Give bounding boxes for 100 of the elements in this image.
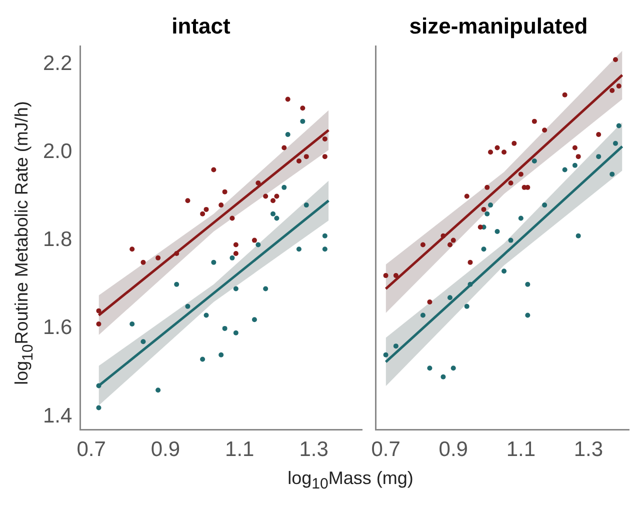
point: [130, 246, 135, 252]
point: [96, 405, 102, 410]
point: [174, 282, 180, 287]
point: [274, 194, 280, 199]
point: [233, 330, 238, 336]
point: [481, 206, 486, 212]
point: [464, 194, 470, 199]
point: [383, 352, 388, 358]
point: [518, 172, 524, 177]
x-tick-label: 0.7: [371, 438, 400, 462]
point: [263, 286, 268, 292]
point: [508, 180, 514, 186]
point: [252, 317, 257, 322]
point: [270, 211, 276, 216]
point: [612, 57, 618, 62]
point: [383, 273, 388, 278]
point: [450, 366, 456, 371]
point: [512, 140, 517, 146]
point: [274, 216, 280, 221]
x-tick-label: 0.9: [438, 438, 468, 462]
point: [450, 238, 456, 243]
point: [616, 84, 622, 89]
point: [300, 118, 306, 124]
point: [270, 198, 276, 204]
point: [484, 211, 490, 216]
point: [481, 246, 486, 252]
point: [502, 268, 507, 274]
point: [427, 366, 432, 371]
point: [488, 202, 494, 208]
point: [96, 308, 102, 314]
point: [508, 238, 514, 243]
point: [304, 154, 309, 160]
x-tick-label: 0.7: [76, 438, 106, 462]
point: [502, 150, 507, 155]
point: [616, 123, 622, 128]
x-tick-label: 1.1: [506, 438, 536, 462]
point: [140, 260, 146, 265]
point: [393, 273, 398, 278]
point: [420, 242, 426, 248]
point: [427, 300, 432, 304]
point: [596, 132, 602, 138]
point: [204, 312, 209, 318]
point: [468, 260, 473, 265]
y-tick-label: 2.2: [42, 52, 72, 75]
point: [532, 118, 537, 124]
point: [494, 145, 500, 150]
chart-title: intact: [172, 13, 232, 38]
point: [200, 356, 206, 362]
point: [233, 251, 238, 256]
point: [296, 158, 302, 164]
point: [525, 312, 530, 318]
point: [576, 154, 581, 160]
point: [322, 246, 328, 252]
point: [542, 202, 548, 208]
point: [256, 242, 261, 248]
point: [576, 233, 581, 238]
point: [488, 150, 494, 155]
x-axis-title: log$_{10}$Mass (mg): [286, 468, 414, 493]
point: [218, 352, 224, 358]
point: [532, 158, 537, 164]
point: [440, 374, 446, 380]
x-tick-label: 1.3: [299, 438, 328, 462]
point: [204, 206, 209, 212]
x-tick-label: 1.3: [574, 438, 604, 462]
point: [542, 128, 548, 133]
point: [596, 154, 602, 160]
point: [322, 233, 328, 238]
point: [233, 286, 238, 292]
point: [282, 145, 287, 150]
point: [222, 326, 228, 331]
point: [484, 184, 490, 190]
point: [572, 145, 578, 150]
point: [447, 242, 452, 248]
point: [525, 282, 530, 287]
point: [185, 304, 190, 309]
point: [562, 167, 568, 172]
point: [230, 255, 235, 260]
y-tick-label: 1.4: [42, 404, 73, 428]
point: [96, 383, 102, 388]
point: [300, 106, 306, 111]
point: [610, 88, 615, 93]
point: [174, 251, 180, 256]
point: [447, 295, 452, 300]
y-tick-label: 2.0: [42, 140, 72, 163]
point: [130, 322, 135, 327]
point: [263, 194, 268, 199]
point: [296, 246, 302, 252]
point: [156, 388, 161, 393]
point: [200, 211, 206, 216]
point: [518, 216, 524, 221]
point: [185, 198, 190, 204]
point: [156, 255, 161, 260]
point: [468, 282, 473, 287]
point: [211, 260, 216, 265]
point: [230, 216, 235, 221]
point: [393, 344, 398, 349]
point: [420, 312, 426, 318]
point: [233, 242, 238, 248]
x-tick-label: 0.9: [150, 438, 180, 462]
point: [285, 132, 290, 138]
